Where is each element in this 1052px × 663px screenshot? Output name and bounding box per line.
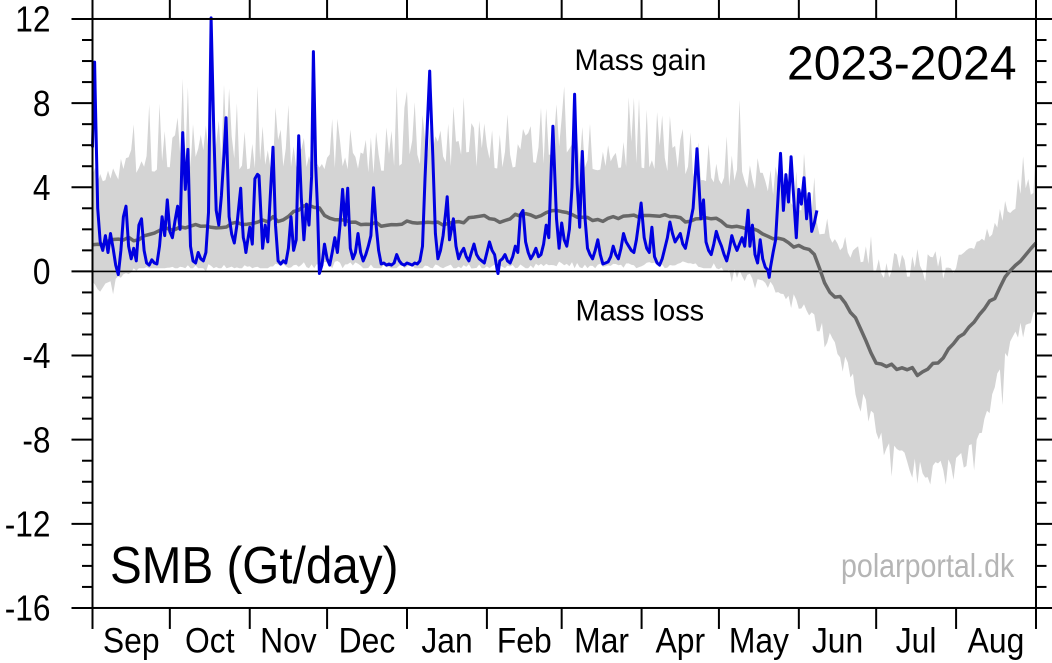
svg-text:Dec: Dec	[339, 622, 396, 661]
svg-text:SMB (Gt/day): SMB (Gt/day)	[110, 536, 398, 594]
svg-text:Mass gain: Mass gain	[575, 44, 707, 78]
svg-text:Jun: Jun	[812, 622, 863, 661]
svg-text:12: 12	[15, 0, 50, 40]
svg-text:Oct: Oct	[185, 622, 235, 661]
svg-text:8: 8	[33, 84, 51, 124]
svg-text:-12: -12	[5, 505, 51, 545]
svg-text:Jan: Jan	[421, 622, 472, 661]
svg-text:4: 4	[33, 168, 51, 208]
svg-text:polarportal.dk: polarportal.dk	[841, 547, 1015, 584]
svg-text:2023-2024: 2023-2024	[787, 38, 1017, 91]
svg-text:Feb: Feb	[497, 622, 552, 661]
svg-text:-4: -4	[22, 336, 50, 376]
svg-text:Jul: Jul	[896, 622, 937, 661]
svg-text:May: May	[729, 622, 789, 661]
svg-text:Nov: Nov	[260, 622, 317, 661]
svg-text:Mar: Mar	[574, 622, 629, 661]
svg-text:-8: -8	[22, 420, 50, 460]
svg-text:-16: -16	[5, 589, 51, 629]
svg-text:Sep: Sep	[103, 622, 160, 661]
svg-text:Mass loss: Mass loss	[576, 294, 705, 328]
svg-text:Aug: Aug	[968, 622, 1025, 661]
svg-text:Apr: Apr	[656, 622, 706, 661]
svg-text:0: 0	[33, 252, 51, 292]
